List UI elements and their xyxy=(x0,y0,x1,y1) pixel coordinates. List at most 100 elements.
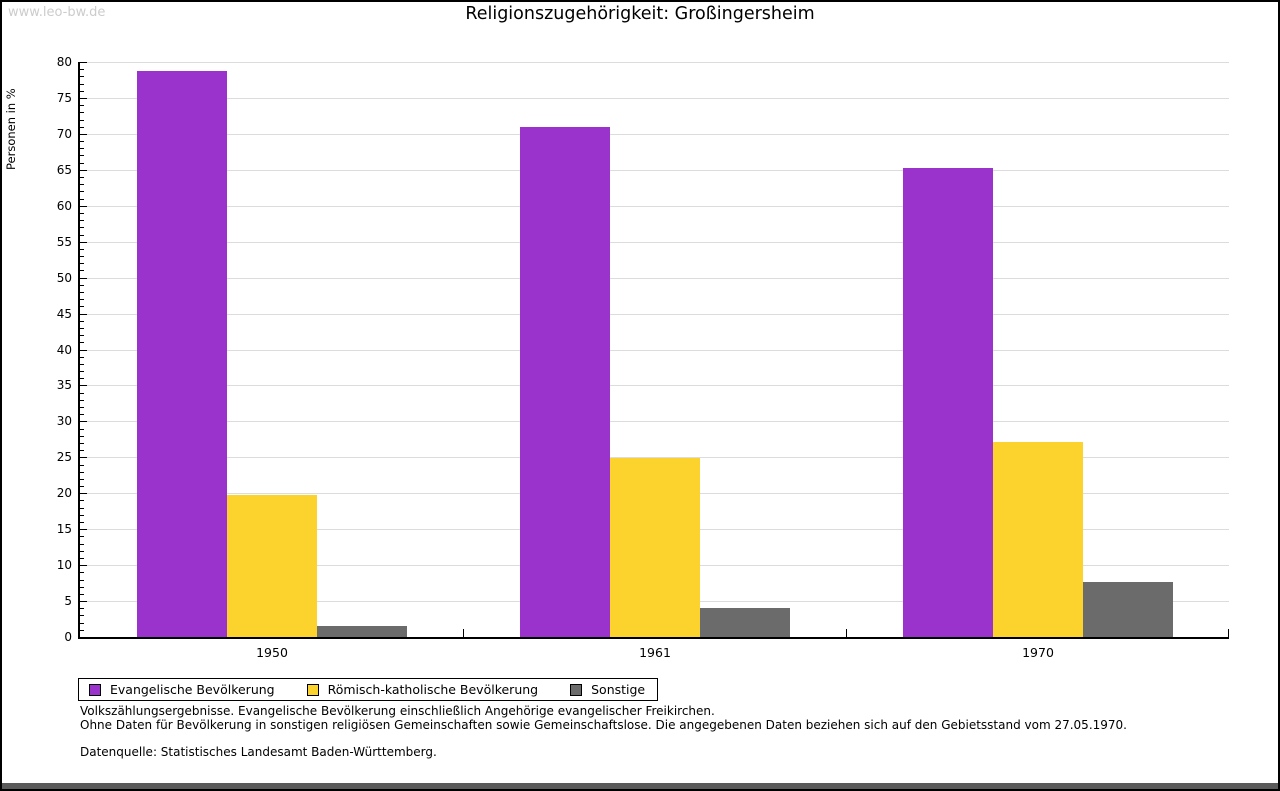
y-minor-tick xyxy=(80,407,84,408)
y-minor-tick xyxy=(80,508,84,509)
bottom-edge-strip xyxy=(2,783,1278,789)
y-tick-label: 60 xyxy=(56,199,72,213)
y-major-tick xyxy=(80,637,87,638)
y-minor-tick xyxy=(80,465,84,466)
y-tick-label: 15 xyxy=(56,522,72,536)
y-minor-tick xyxy=(80,479,84,480)
bar xyxy=(317,626,407,637)
y-gridline xyxy=(80,98,1229,99)
y-major-tick xyxy=(80,206,87,207)
y-minor-tick xyxy=(80,623,84,624)
y-gridline xyxy=(80,457,1229,458)
y-minor-tick xyxy=(80,199,84,200)
y-tick-label: 40 xyxy=(56,343,72,357)
y-minor-tick xyxy=(80,608,84,609)
y-minor-tick xyxy=(80,155,84,156)
legend-swatch xyxy=(570,683,583,696)
y-minor-tick xyxy=(80,321,84,322)
y-tick-label: 25 xyxy=(56,450,72,464)
y-minor-tick xyxy=(80,191,84,192)
bar xyxy=(700,608,790,637)
y-minor-tick xyxy=(80,69,84,70)
x-boundary-tick xyxy=(1228,629,1229,637)
y-gridline xyxy=(80,314,1229,315)
watermark: www.leo-bw.de xyxy=(8,5,106,20)
x-boundary-tick xyxy=(846,629,847,637)
y-minor-tick xyxy=(80,429,84,430)
y-minor-tick xyxy=(80,148,84,149)
y-minor-tick xyxy=(80,249,84,250)
y-major-tick xyxy=(80,278,87,279)
y-minor-tick xyxy=(80,328,84,329)
y-minor-tick xyxy=(80,141,84,142)
bar xyxy=(137,71,227,637)
y-minor-tick xyxy=(80,587,84,588)
y-minor-tick xyxy=(80,414,84,415)
y-minor-tick xyxy=(80,436,84,437)
y-gridline xyxy=(80,350,1229,351)
y-major-tick xyxy=(80,493,87,494)
y-major-tick xyxy=(80,98,87,99)
y-major-tick xyxy=(80,421,87,422)
y-gridline xyxy=(80,242,1229,243)
y-tick-label: 55 xyxy=(56,235,72,249)
bar xyxy=(520,127,610,637)
y-minor-tick xyxy=(80,299,84,300)
y-tick-label: 5 xyxy=(64,594,72,608)
y-tick-label: 50 xyxy=(56,271,72,285)
y-minor-tick xyxy=(80,364,84,365)
y-minor-tick xyxy=(80,580,84,581)
footnote-source: Datenquelle: Statistisches Landesamt Bad… xyxy=(80,745,437,759)
y-major-tick xyxy=(80,601,87,602)
y-minor-tick xyxy=(80,127,84,128)
y-minor-tick xyxy=(80,76,84,77)
y-minor-tick xyxy=(80,235,84,236)
y-tick-label: 10 xyxy=(56,558,72,572)
bar xyxy=(610,458,700,637)
y-minor-tick xyxy=(80,558,84,559)
y-tick-label: 35 xyxy=(56,378,72,392)
y-gridline xyxy=(80,62,1229,63)
y-minor-tick xyxy=(80,522,84,523)
y-minor-tick xyxy=(80,263,84,264)
y-major-tick xyxy=(80,350,87,351)
y-minor-tick xyxy=(80,500,84,501)
y-minor-tick xyxy=(80,378,84,379)
footnote-line-1: Volkszählungsergebnisse. Evangelische Be… xyxy=(80,704,715,718)
legend-label: Sonstige xyxy=(591,682,646,697)
footnote-line-2: Ohne Daten für Bevölkerung in sonstigen … xyxy=(80,717,1127,732)
y-major-tick xyxy=(80,242,87,243)
y-minor-tick xyxy=(80,544,84,545)
y-minor-tick xyxy=(80,472,84,473)
legend-label: Römisch-katholische Bevölkerung xyxy=(327,682,539,697)
y-minor-tick xyxy=(80,184,84,185)
y-gridline xyxy=(80,170,1229,171)
y-minor-tick xyxy=(80,270,84,271)
y-major-tick xyxy=(80,62,87,63)
legend-item: Römisch-katholische Bevölkerung xyxy=(306,682,539,697)
y-minor-tick xyxy=(80,371,84,372)
y-gridline xyxy=(80,278,1229,279)
y-tick-label: 30 xyxy=(56,414,72,428)
y-major-tick xyxy=(80,565,87,566)
x-tick-label: 1950 xyxy=(256,645,288,660)
y-major-tick xyxy=(80,134,87,135)
y-tick-label: 80 xyxy=(56,55,72,69)
y-minor-tick xyxy=(80,91,84,92)
y-minor-tick xyxy=(80,443,84,444)
y-minor-tick xyxy=(80,551,84,552)
y-major-tick xyxy=(80,529,87,530)
y-tick-label: 65 xyxy=(56,163,72,177)
y-gridline xyxy=(80,206,1229,207)
y-minor-tick xyxy=(80,112,84,113)
y-minor-tick xyxy=(80,177,84,178)
x-tick-label: 1970 xyxy=(1022,645,1054,660)
y-minor-tick xyxy=(80,615,84,616)
bar xyxy=(993,442,1083,637)
y-minor-tick xyxy=(80,594,84,595)
bar xyxy=(227,495,317,637)
y-minor-tick xyxy=(80,256,84,257)
y-minor-tick xyxy=(80,220,84,221)
y-tick-label: 20 xyxy=(56,486,72,500)
